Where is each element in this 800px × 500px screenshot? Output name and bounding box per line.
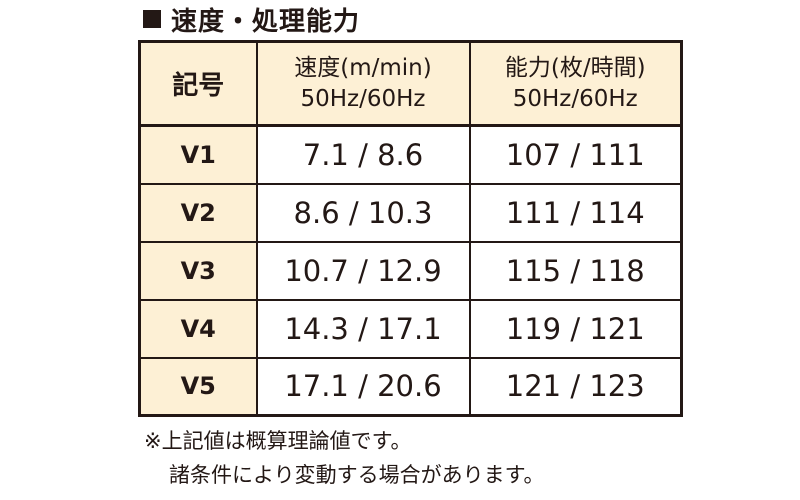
row-capacity: 107 / 111 <box>469 125 682 185</box>
footnote-conditions: 諸条件により変動する場合があります。 <box>169 463 545 487</box>
row-code: V5 <box>139 357 258 416</box>
header-capacity: 能力(枚/時間) 50Hz/60Hz <box>469 41 682 127</box>
row-capacity: 119 / 121 <box>469 299 682 359</box>
header-capacity-unit: 50Hz/60Hz <box>512 85 638 112</box>
row-capacity: 121 / 123 <box>469 357 682 416</box>
header-speed-unit: 50Hz/60Hz <box>300 85 426 112</box>
row-code: V1 <box>139 125 258 185</box>
table-row: V5 17.1 / 20.6 121 / 123 <box>139 357 682 416</box>
section-title: 速度・処理能力 <box>171 6 361 37</box>
footnote-estimate: ※上記値は概算理論値です。 <box>144 429 412 453</box>
black-square-icon <box>143 10 161 28</box>
row-speed: 17.1 / 20.6 <box>256 357 471 416</box>
row-speed: 14.3 / 17.1 <box>256 299 471 359</box>
table-row: V3 10.7 / 12.9 115 / 118 <box>139 241 682 301</box>
row-code: V3 <box>139 241 258 301</box>
table-row: V2 8.6 / 10.3 111 / 114 <box>139 183 682 243</box>
table-row: V4 14.3 / 17.1 119 / 121 <box>139 299 682 359</box>
header-speed-label: 速度(m/min) <box>294 54 432 81</box>
row-speed: 7.1 / 8.6 <box>256 125 471 185</box>
table-header-row: 記号 速度(m/min) 50Hz/60Hz 能力(枚/時間) 50Hz/60H… <box>139 41 682 127</box>
footnotes: ※上記値は概算理論値です。 諸条件により変動する場合があります。 <box>144 424 544 492</box>
header-speed: 速度(m/min) 50Hz/60Hz <box>256 41 471 127</box>
header-capacity-label: 能力(枚/時間) <box>504 54 646 81</box>
row-speed: 10.7 / 12.9 <box>256 241 471 301</box>
row-code: V2 <box>139 183 258 243</box>
header-code: 記号 <box>139 41 258 127</box>
row-capacity: 111 / 114 <box>469 183 682 243</box>
section-heading: 速度・処理能力 <box>143 2 361 37</box>
row-speed: 8.6 / 10.3 <box>256 183 471 243</box>
table-row: V1 7.1 / 8.6 107 / 111 <box>139 125 682 185</box>
speed-capacity-table: 記号 速度(m/min) 50Hz/60Hz 能力(枚/時間) 50Hz/60H… <box>138 40 683 417</box>
row-capacity: 115 / 118 <box>469 241 682 301</box>
row-code: V4 <box>139 299 258 359</box>
